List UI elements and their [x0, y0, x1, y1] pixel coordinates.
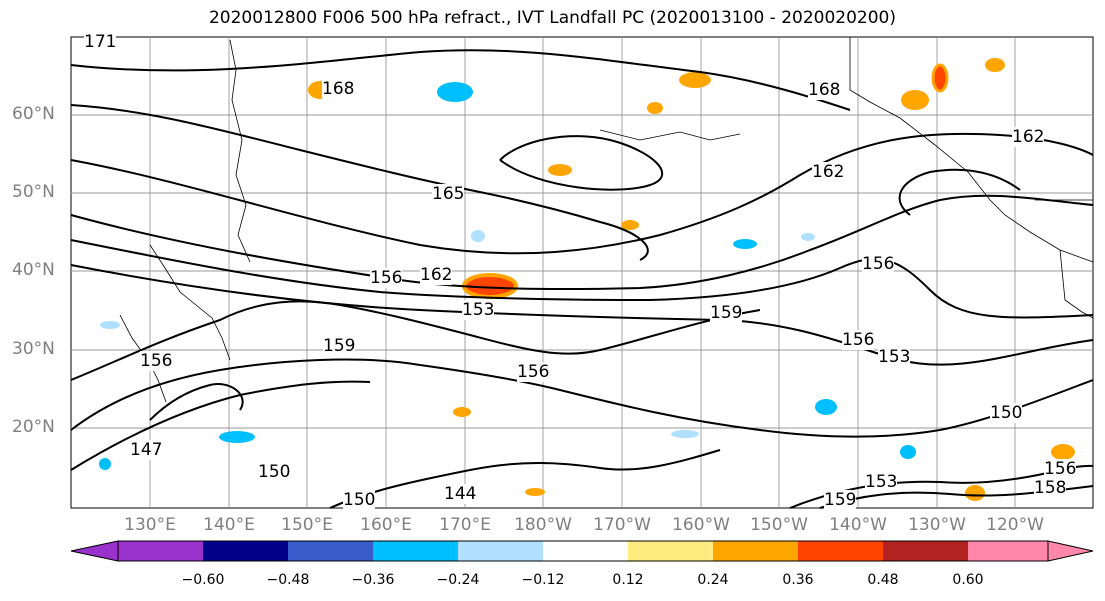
lat-label: 60°N: [12, 104, 55, 124]
colorbar: [70, 540, 1094, 562]
lon-label: 130°E: [124, 515, 176, 535]
colorbar-tick-label: 0.12: [612, 572, 644, 588]
colorbar-tick-label: −0.24: [436, 572, 480, 588]
lon-label: 140°W: [829, 515, 887, 535]
orange-patch: [965, 485, 985, 501]
lon-label: 150°W: [750, 515, 808, 535]
lon-label: 170°W: [593, 515, 651, 535]
contour-lines: [70, 49, 1094, 509]
anomaly-patches: [99, 58, 1075, 501]
colorbar-segment: [883, 541, 968, 561]
red-patch: [931, 63, 949, 93]
colorbar-tick-label: 0.36: [782, 572, 814, 588]
lat-label: 30°N: [12, 339, 55, 359]
lon-label: 160°E: [360, 515, 412, 535]
blue-patch: [219, 431, 255, 443]
colorbar-segment: [118, 541, 203, 561]
colorbar-segment: [628, 541, 713, 561]
blue-patch: [100, 321, 120, 329]
lat-label: 50°N: [12, 182, 55, 202]
colorbar-segment: [373, 541, 458, 561]
colorbar-tick-label: −0.36: [351, 572, 395, 588]
colorbar-tick-label: 0.48: [867, 572, 899, 588]
lat-label: 40°N: [12, 260, 55, 280]
lon-label: 180°W: [514, 515, 572, 535]
colorbar-tick-label: −0.48: [266, 572, 310, 588]
colorbar-tick-label: −0.60: [181, 572, 225, 588]
orange-patch: [453, 407, 471, 417]
blue-patch: [471, 230, 485, 242]
colorbar-high-extension: [1047, 540, 1094, 562]
orange-patch: [985, 58, 1005, 72]
colorbar-tick-label: 0.24: [697, 572, 729, 588]
blue-patch: [815, 399, 837, 415]
blue-patch: [900, 445, 916, 459]
lon-label: 150°E: [281, 515, 333, 535]
orange-patch: [1051, 444, 1075, 460]
lon-label: 120°W: [986, 515, 1044, 535]
orange-patch: [647, 102, 663, 114]
colorbar-segment: [798, 541, 883, 561]
orange-patch: [308, 81, 332, 99]
blue-patch: [801, 233, 815, 241]
colorbar-segment: [288, 541, 373, 561]
lon-label: 140°E: [203, 515, 255, 535]
colorbar-segment: [203, 541, 288, 561]
colorbar-segment: [713, 541, 798, 561]
colorbar-segment: [458, 541, 543, 561]
lat-label: 20°N: [12, 417, 55, 437]
lon-label: 170°E: [439, 515, 491, 535]
colorbar-tick-label: −0.12: [521, 572, 565, 588]
lon-label: 130°W: [908, 515, 966, 535]
coastlines: [119, 37, 1094, 403]
lon-label: 160°W: [672, 515, 730, 535]
map-title: 2020012800 F006 500 hPa refract., IVT La…: [208, 8, 896, 28]
colorbar-tick-label: 0.60: [952, 572, 984, 588]
colorbar-segment: [968, 541, 1048, 561]
orange-patch: [548, 164, 572, 176]
orange-patch: [679, 72, 711, 88]
blue-patch: [437, 82, 473, 102]
blue-patch: [733, 239, 757, 249]
orange-patch: [621, 220, 639, 230]
colorbar-outline: [117, 540, 1049, 562]
colorbar-low-extension: [70, 540, 119, 562]
colorbar-segment: [543, 541, 628, 561]
blue-patch: [99, 458, 111, 470]
orange-patch: [525, 488, 545, 496]
orange-patch: [901, 90, 929, 110]
blue-patch: [671, 430, 699, 438]
